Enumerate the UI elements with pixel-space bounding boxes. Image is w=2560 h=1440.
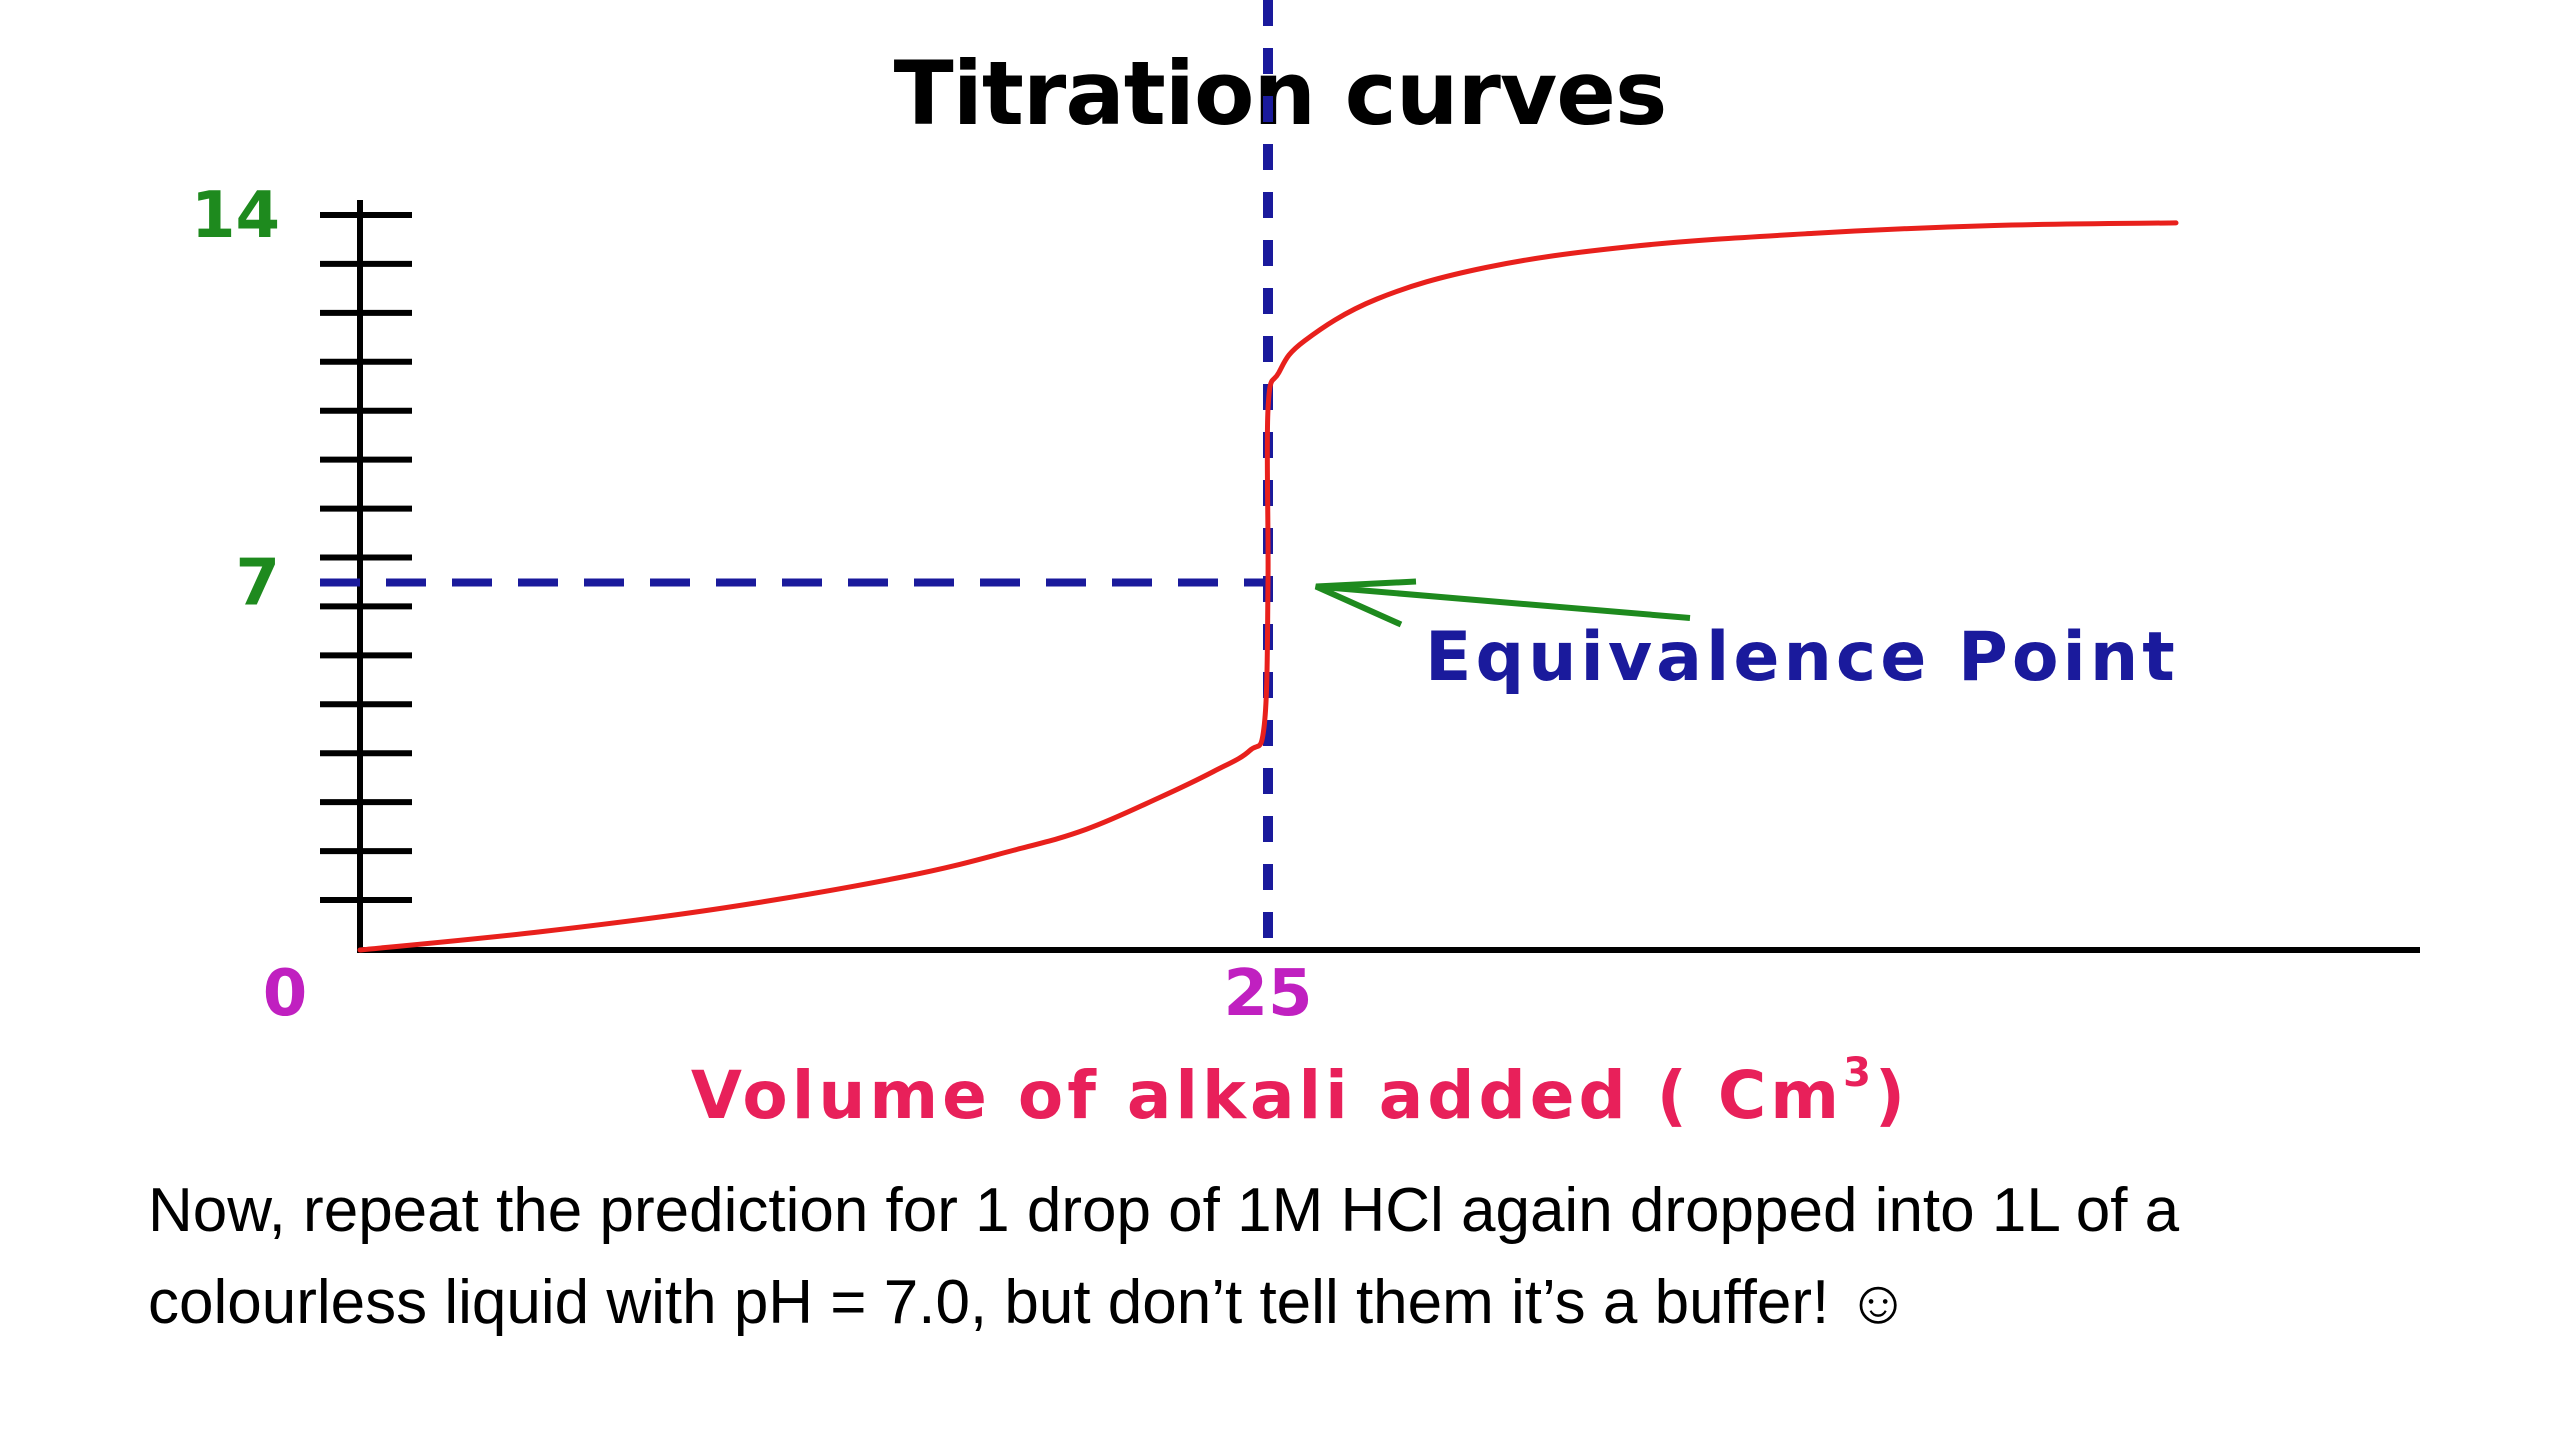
annotation-arrow-shaft [1315, 583, 1691, 621]
y-tick-label: 14 [191, 179, 280, 253]
titration-chart: 14 7 0 25 Volume of alkali added ( Cm3) Equi… [191, 0, 2420, 1134]
body-line-2: colourless liquid with pH = 7.0, but don… [148, 1268, 1910, 1337]
x-axis-label: Volume of alkali added ( Cm3) [691, 1050, 1909, 1134]
y-axis-ticks [320, 212, 412, 903]
equivalence-guides [320, 0, 1273, 945]
slide-title: Titration curves [893, 42, 1668, 145]
titration-curve [357, 220, 2179, 953]
body-line-1: Now, repeat the prediction for 1 drop of… [148, 1176, 2180, 1245]
body-text: Now, repeat the prediction for 1 drop of… [148, 1165, 2448, 1349]
y-tick-label: 7 [235, 547, 280, 621]
annotation-label: Equivalence Point [1425, 618, 2179, 697]
x-tick-label: 0 [263, 957, 308, 1031]
x-tick-label: 25 [1223, 957, 1312, 1031]
annotation-arrow-head [1314, 578, 1417, 628]
equivalence-annotation: Equivalence Point [1314, 578, 2179, 697]
